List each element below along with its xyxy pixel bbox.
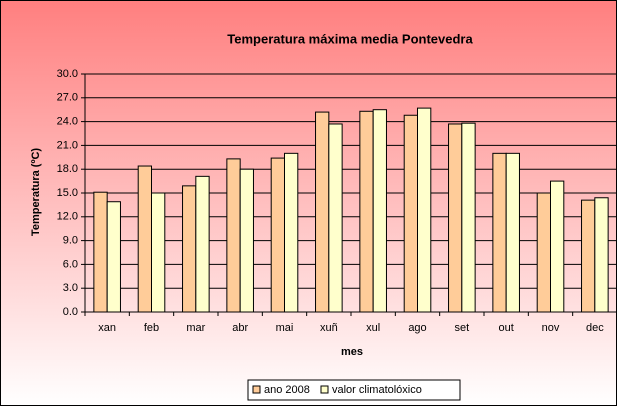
bar [505, 152, 520, 313]
bar [270, 157, 286, 313]
bar [93, 191, 108, 313]
x-tick-label: nov [542, 322, 560, 334]
x-tick-label: out [499, 322, 514, 334]
bar [417, 107, 432, 313]
bar [226, 158, 241, 313]
legend-swatch [252, 385, 261, 394]
bar [137, 165, 152, 313]
bar [372, 109, 387, 313]
x-tick-label: set [454, 322, 469, 334]
bar [182, 185, 197, 313]
legend-box [247, 379, 461, 401]
y-tick-label: 12.0 [57, 211, 78, 223]
y-tick-label: 18.0 [57, 163, 78, 175]
x-tick-label: abr [232, 322, 248, 334]
y-tick-label: 6.0 [63, 258, 78, 270]
bar [315, 111, 330, 313]
x-tick-label: mai [276, 322, 294, 334]
x-tick-label: mar [186, 322, 205, 334]
y-tick-label: 30.0 [57, 68, 78, 80]
chart-title: Temperatura máxima media Pontevedra [227, 31, 473, 46]
bar [359, 110, 374, 313]
y-tick-label: 3.0 [63, 282, 78, 294]
bar [403, 114, 419, 313]
legend-swatch [320, 385, 329, 394]
bar [195, 175, 210, 313]
bar [106, 201, 121, 313]
x-tick-label: dec [586, 322, 604, 334]
x-axis-label: mes [341, 346, 363, 358]
legend-label: valor climatolóxico [332, 384, 422, 396]
y-tick-label: 27.0 [57, 92, 78, 104]
y-tick-label: 21.0 [57, 139, 78, 151]
bar [550, 180, 565, 313]
x-tick-label: xuñ [320, 322, 338, 334]
bar [461, 122, 476, 313]
x-tick-label: ago [408, 322, 426, 334]
y-tick-label: 24.0 [57, 116, 78, 128]
x-tick-label: xan [98, 322, 116, 334]
bar [581, 199, 596, 313]
bar [328, 123, 343, 313]
x-tick-label: feb [144, 322, 159, 334]
bar [239, 168, 254, 313]
y-tick-label: 9.0 [63, 235, 78, 247]
y-axis-label: Temperatura (ºC) [30, 148, 42, 236]
x-tick-label: xul [366, 322, 380, 334]
bar [492, 152, 507, 313]
legend-label: ano 2008 [264, 384, 310, 396]
bar [448, 123, 463, 313]
bar [594, 197, 609, 313]
bar [536, 192, 552, 313]
y-tick-label: 15.0 [57, 187, 78, 199]
bar [284, 152, 299, 313]
bar [151, 192, 166, 313]
y-tick-label: 0.0 [63, 306, 78, 318]
